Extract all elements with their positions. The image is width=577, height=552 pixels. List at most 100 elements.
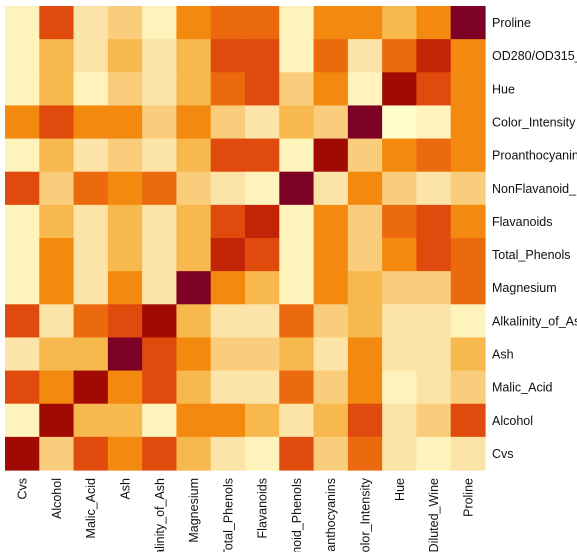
- heatmap-cell-color-intensity-proanthocyanins: [313, 105, 349, 140]
- heatmap-cell-flavanoids-cvs: [5, 204, 40, 239]
- heatmap-cell-proanthocyanins-hue: [382, 138, 418, 173]
- heatmap-cell-magnesium-alcohol: [39, 271, 75, 305]
- heatmap-cell-proline-hue: [382, 6, 418, 40]
- heatmap-cell-alcohol-cvs: [5, 403, 40, 438]
- heatmap-cell-color-intensity-magnesium: [176, 105, 212, 140]
- heatmap-cell-total-phenols-alcohol: [39, 238, 75, 272]
- heatmap-cell-proline-magnesium: [176, 6, 212, 40]
- heatmap-cell-proline-od280-od315-of-diluted-wine: [416, 6, 452, 40]
- column-label-alcohol: Alcohol: [50, 478, 64, 519]
- heatmap-cell-hue-hue: [382, 72, 418, 107]
- heatmap-cell-cvs-magnesium: [176, 436, 212, 471]
- heatmap-cell-alcohol-total-phenols: [210, 403, 246, 438]
- heatmap-cell-total-phenols-alkalinity-of-ash: [142, 238, 178, 272]
- heatmap-cell-total-phenols-malic-acid: [73, 238, 109, 272]
- heatmap-cell-ash-cvs: [5, 337, 40, 372]
- heatmap-cell-proanthocyanins-total-phenols: [210, 138, 246, 173]
- heatmap-cell-flavanoids-hue: [382, 204, 418, 239]
- heatmap-cell-alkalinity-of-ash-color-intensity: [347, 304, 383, 339]
- heatmap-cell-proline-proline: [450, 6, 486, 40]
- column-label-color-intensity: Color_Intensity: [359, 477, 373, 552]
- heatmap-cell-od280-od315-of-diluted-wine-color-intensity: [347, 39, 383, 73]
- row-label-od280-od315-of-diluted-wine: OD280/OD315_of_Diluted_Wine: [492, 49, 577, 63]
- heatmap-cell-cvs-cvs: [5, 436, 40, 471]
- heatmap-cell-color-intensity-cvs: [5, 105, 40, 140]
- heatmap-cell-malic-acid-magnesium: [176, 370, 212, 405]
- heatmap-cell-cvs-alcohol: [39, 436, 75, 471]
- heatmap-cells: [5, 6, 486, 471]
- heatmap-cell-magnesium-cvs: [5, 271, 40, 305]
- heatmap-cell-hue-color-intensity: [347, 72, 383, 107]
- column-label-nonflavanoid-phenols: NonFlavanoid_Phenols: [290, 478, 304, 552]
- heatmap-cell-total-phenols-magnesium: [176, 238, 212, 272]
- heatmap-cell-proanthocyanins-malic-acid: [73, 138, 109, 173]
- heatmap-cell-od280-od315-of-diluted-wine-malic-acid: [73, 39, 109, 73]
- heatmap-cell-alkalinity-of-ash-cvs: [5, 304, 40, 339]
- heatmap-cell-cvs-od280-od315-of-diluted-wine: [416, 436, 452, 471]
- heatmap-cell-ash-magnesium: [176, 337, 212, 372]
- heatmap-cell-alkalinity-of-ash-alkalinity-of-ash: [142, 304, 178, 339]
- heatmap-cell-hue-alkalinity-of-ash: [142, 72, 178, 107]
- heatmap-cell-od280-od315-of-diluted-wine-od280-od315-of-diluted-wine: [416, 39, 452, 73]
- heatmap-cell-magnesium-od280-od315-of-diluted-wine: [416, 271, 452, 305]
- heatmap-cell-flavanoids-alcohol: [39, 204, 75, 239]
- heatmap-cell-od280-od315-of-diluted-wine-ash: [107, 39, 143, 73]
- heatmap-cell-od280-od315-of-diluted-wine-magnesium: [176, 39, 212, 73]
- heatmap-cell-magnesium-proline: [450, 271, 486, 305]
- heatmap-cell-alcohol-alkalinity-of-ash: [142, 403, 178, 438]
- heatmap-cell-flavanoids-nonflavanoid-phenols: [279, 204, 315, 239]
- row-label-alkalinity-of-ash: Alkalinity_of_Ash: [492, 314, 577, 328]
- heatmap-cell-hue-nonflavanoid-phenols: [279, 72, 315, 107]
- heatmap-cell-nonflavanoid-phenols-malic-acid: [73, 171, 109, 206]
- heatmap-cell-cvs-proline: [450, 436, 486, 471]
- heatmap-cell-od280-od315-of-diluted-wine-flavanoids: [245, 39, 280, 73]
- heatmap-cell-malic-acid-ash: [107, 370, 143, 405]
- heatmap-cell-alkalinity-of-ash-alcohol: [39, 304, 75, 339]
- heatmap-cell-ash-od280-od315-of-diluted-wine: [416, 337, 452, 372]
- heatmap-cell-proanthocyanins-alkalinity-of-ash: [142, 138, 178, 173]
- heatmap-cell-ash-flavanoids: [245, 337, 280, 372]
- heatmap-cell-flavanoids-magnesium: [176, 204, 212, 239]
- heatmap-cell-flavanoids-flavanoids: [245, 204, 280, 239]
- heatmap-cell-od280-od315-of-diluted-wine-hue: [382, 39, 418, 73]
- heatmap-cell-cvs-alkalinity-of-ash: [142, 436, 178, 471]
- heatmap-cell-proline-alcohol: [39, 6, 75, 40]
- heatmap-cell-nonflavanoid-phenols-alkalinity-of-ash: [142, 171, 178, 206]
- heatmap-cell-alcohol-magnesium: [176, 403, 212, 438]
- heatmap-cell-proanthocyanins-flavanoids: [245, 138, 280, 173]
- heatmap-cell-od280-od315-of-diluted-wine-proanthocyanins: [313, 39, 349, 73]
- heatmap-cell-malic-acid-cvs: [5, 370, 40, 405]
- heatmap-cell-magnesium-hue: [382, 271, 418, 305]
- column-label-od280-od315-of-diluted-wine: OD280/OD315_of_Diluted_Wine: [427, 478, 441, 552]
- heatmap-cell-hue-malic-acid: [73, 72, 109, 107]
- heatmap-cell-alcohol-proanthocyanins: [313, 403, 349, 438]
- heatmap-cell-magnesium-color-intensity: [347, 271, 383, 305]
- heatmap-cell-nonflavanoid-phenols-magnesium: [176, 171, 212, 206]
- heatmap-cell-alkalinity-of-ash-malic-acid: [73, 304, 109, 339]
- heatmap-cell-color-intensity-total-phenols: [210, 105, 246, 140]
- heatmap-cell-magnesium-alkalinity-of-ash: [142, 271, 178, 305]
- heatmap-cell-nonflavanoid-phenols-proline: [450, 171, 486, 206]
- heatmap-cell-proline-color-intensity: [347, 6, 383, 40]
- row-labels: Proline OD280/OD315_of_Diluted_Wine Hue Col…: [492, 16, 577, 461]
- heatmap-cell-malic-acid-proanthocyanins: [313, 370, 349, 405]
- heatmap-cell-ash-color-intensity: [347, 337, 383, 372]
- heatmap-cell-nonflavanoid-phenols-total-phenols: [210, 171, 246, 206]
- row-label-flavanoids: Flavanoids: [492, 215, 552, 229]
- heatmap-cell-color-intensity-flavanoids: [245, 105, 280, 140]
- heatmap-cell-cvs-proanthocyanins: [313, 436, 349, 471]
- row-label-proanthocyanins: Proanthocyanins: [492, 149, 577, 163]
- heatmap-cell-hue-magnesium: [176, 72, 212, 107]
- heatmap-cell-total-phenols-od280-od315-of-diluted-wine: [416, 238, 452, 272]
- heatmap-cell-cvs-color-intensity: [347, 436, 383, 471]
- heatmap-cell-malic-acid-hue: [382, 370, 418, 405]
- heatmap-cell-total-phenols-nonflavanoid-phenols: [279, 238, 315, 272]
- heatmap-cell-alkalinity-of-ash-hue: [382, 304, 418, 339]
- heatmap-cell-malic-acid-alkalinity-of-ash: [142, 370, 178, 405]
- heatmap-cell-flavanoids-malic-acid: [73, 204, 109, 239]
- heatmap-cell-total-phenols-proanthocyanins: [313, 238, 349, 272]
- heatmap-cell-color-intensity-ash: [107, 105, 143, 140]
- heatmap-cell-malic-acid-alcohol: [39, 370, 75, 405]
- heatmap-cell-alkalinity-of-ash-magnesium: [176, 304, 212, 339]
